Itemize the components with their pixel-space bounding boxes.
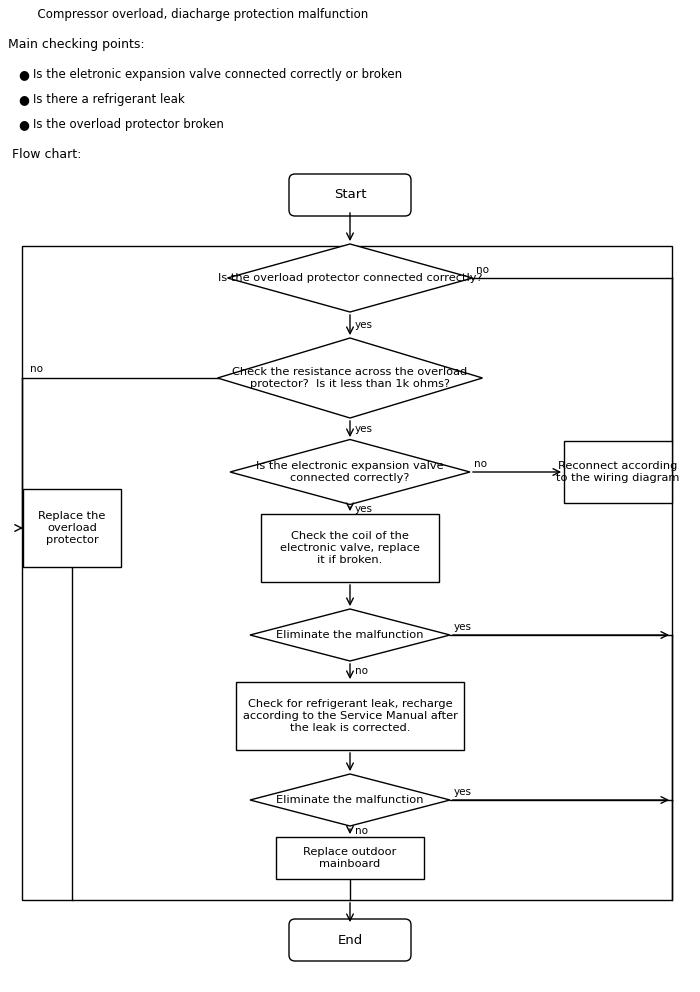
Text: yes: yes <box>355 424 373 434</box>
Text: Check the coil of the
electronic valve, replace
it if broken.: Check the coil of the electronic valve, … <box>280 532 420 564</box>
Text: Replace outdoor
mainboard: Replace outdoor mainboard <box>303 847 397 869</box>
Text: yes: yes <box>355 320 373 330</box>
Text: Is the eletronic expansion valve connected correctly or broken: Is the eletronic expansion valve connect… <box>33 68 402 81</box>
Text: no: no <box>474 459 487 469</box>
Bar <box>236 682 464 750</box>
Text: Is there a refrigerant leak: Is there a refrigerant leak <box>33 93 185 106</box>
Polygon shape <box>230 439 470 505</box>
Text: yes: yes <box>355 504 373 514</box>
Text: Eliminate the malfunction: Eliminate the malfunction <box>276 630 424 640</box>
Bar <box>564 441 672 503</box>
Text: no: no <box>30 364 43 374</box>
Text: yes: yes <box>454 787 472 797</box>
Text: no: no <box>476 265 489 275</box>
Text: no: no <box>355 666 368 676</box>
Text: Flow chart:: Flow chart: <box>8 148 81 161</box>
Polygon shape <box>228 244 472 312</box>
Text: ●: ● <box>18 93 29 106</box>
Text: Is the overload protector broken: Is the overload protector broken <box>33 118 224 131</box>
Bar <box>22 246 672 900</box>
Bar <box>23 489 121 567</box>
Text: Compressor overload, diacharge protection malfunction: Compressor overload, diacharge protectio… <box>30 8 368 21</box>
Text: ●: ● <box>18 118 29 131</box>
Text: no: no <box>355 826 368 836</box>
Text: Main checking points:: Main checking points: <box>8 38 145 51</box>
Text: Check the resistance across the overload
protector?  Is it less than 1k ohms?: Check the resistance across the overload… <box>232 367 468 389</box>
Polygon shape <box>250 774 450 826</box>
Text: End: End <box>337 933 363 946</box>
Text: yes: yes <box>454 622 472 632</box>
Bar <box>276 837 424 879</box>
Polygon shape <box>218 338 482 418</box>
Text: Check for refrigerant leak, recharge
according to the Service Manual after
the l: Check for refrigerant leak, recharge acc… <box>243 699 457 733</box>
Text: Is the overload protector connected correctly?: Is the overload protector connected corr… <box>218 273 482 283</box>
Polygon shape <box>250 609 450 661</box>
Text: Start: Start <box>334 188 366 201</box>
Text: Replace the
overload
protector: Replace the overload protector <box>38 512 106 545</box>
FancyBboxPatch shape <box>289 919 411 961</box>
Text: Reconnect according
to the wiring diagram: Reconnect according to the wiring diagra… <box>556 461 680 483</box>
Text: ●: ● <box>18 68 29 81</box>
Text: Is the electronic expansion valve
connected correctly?: Is the electronic expansion valve connec… <box>256 461 444 483</box>
Text: Eliminate the malfunction: Eliminate the malfunction <box>276 795 424 805</box>
FancyBboxPatch shape <box>289 174 411 216</box>
Bar <box>261 514 439 582</box>
